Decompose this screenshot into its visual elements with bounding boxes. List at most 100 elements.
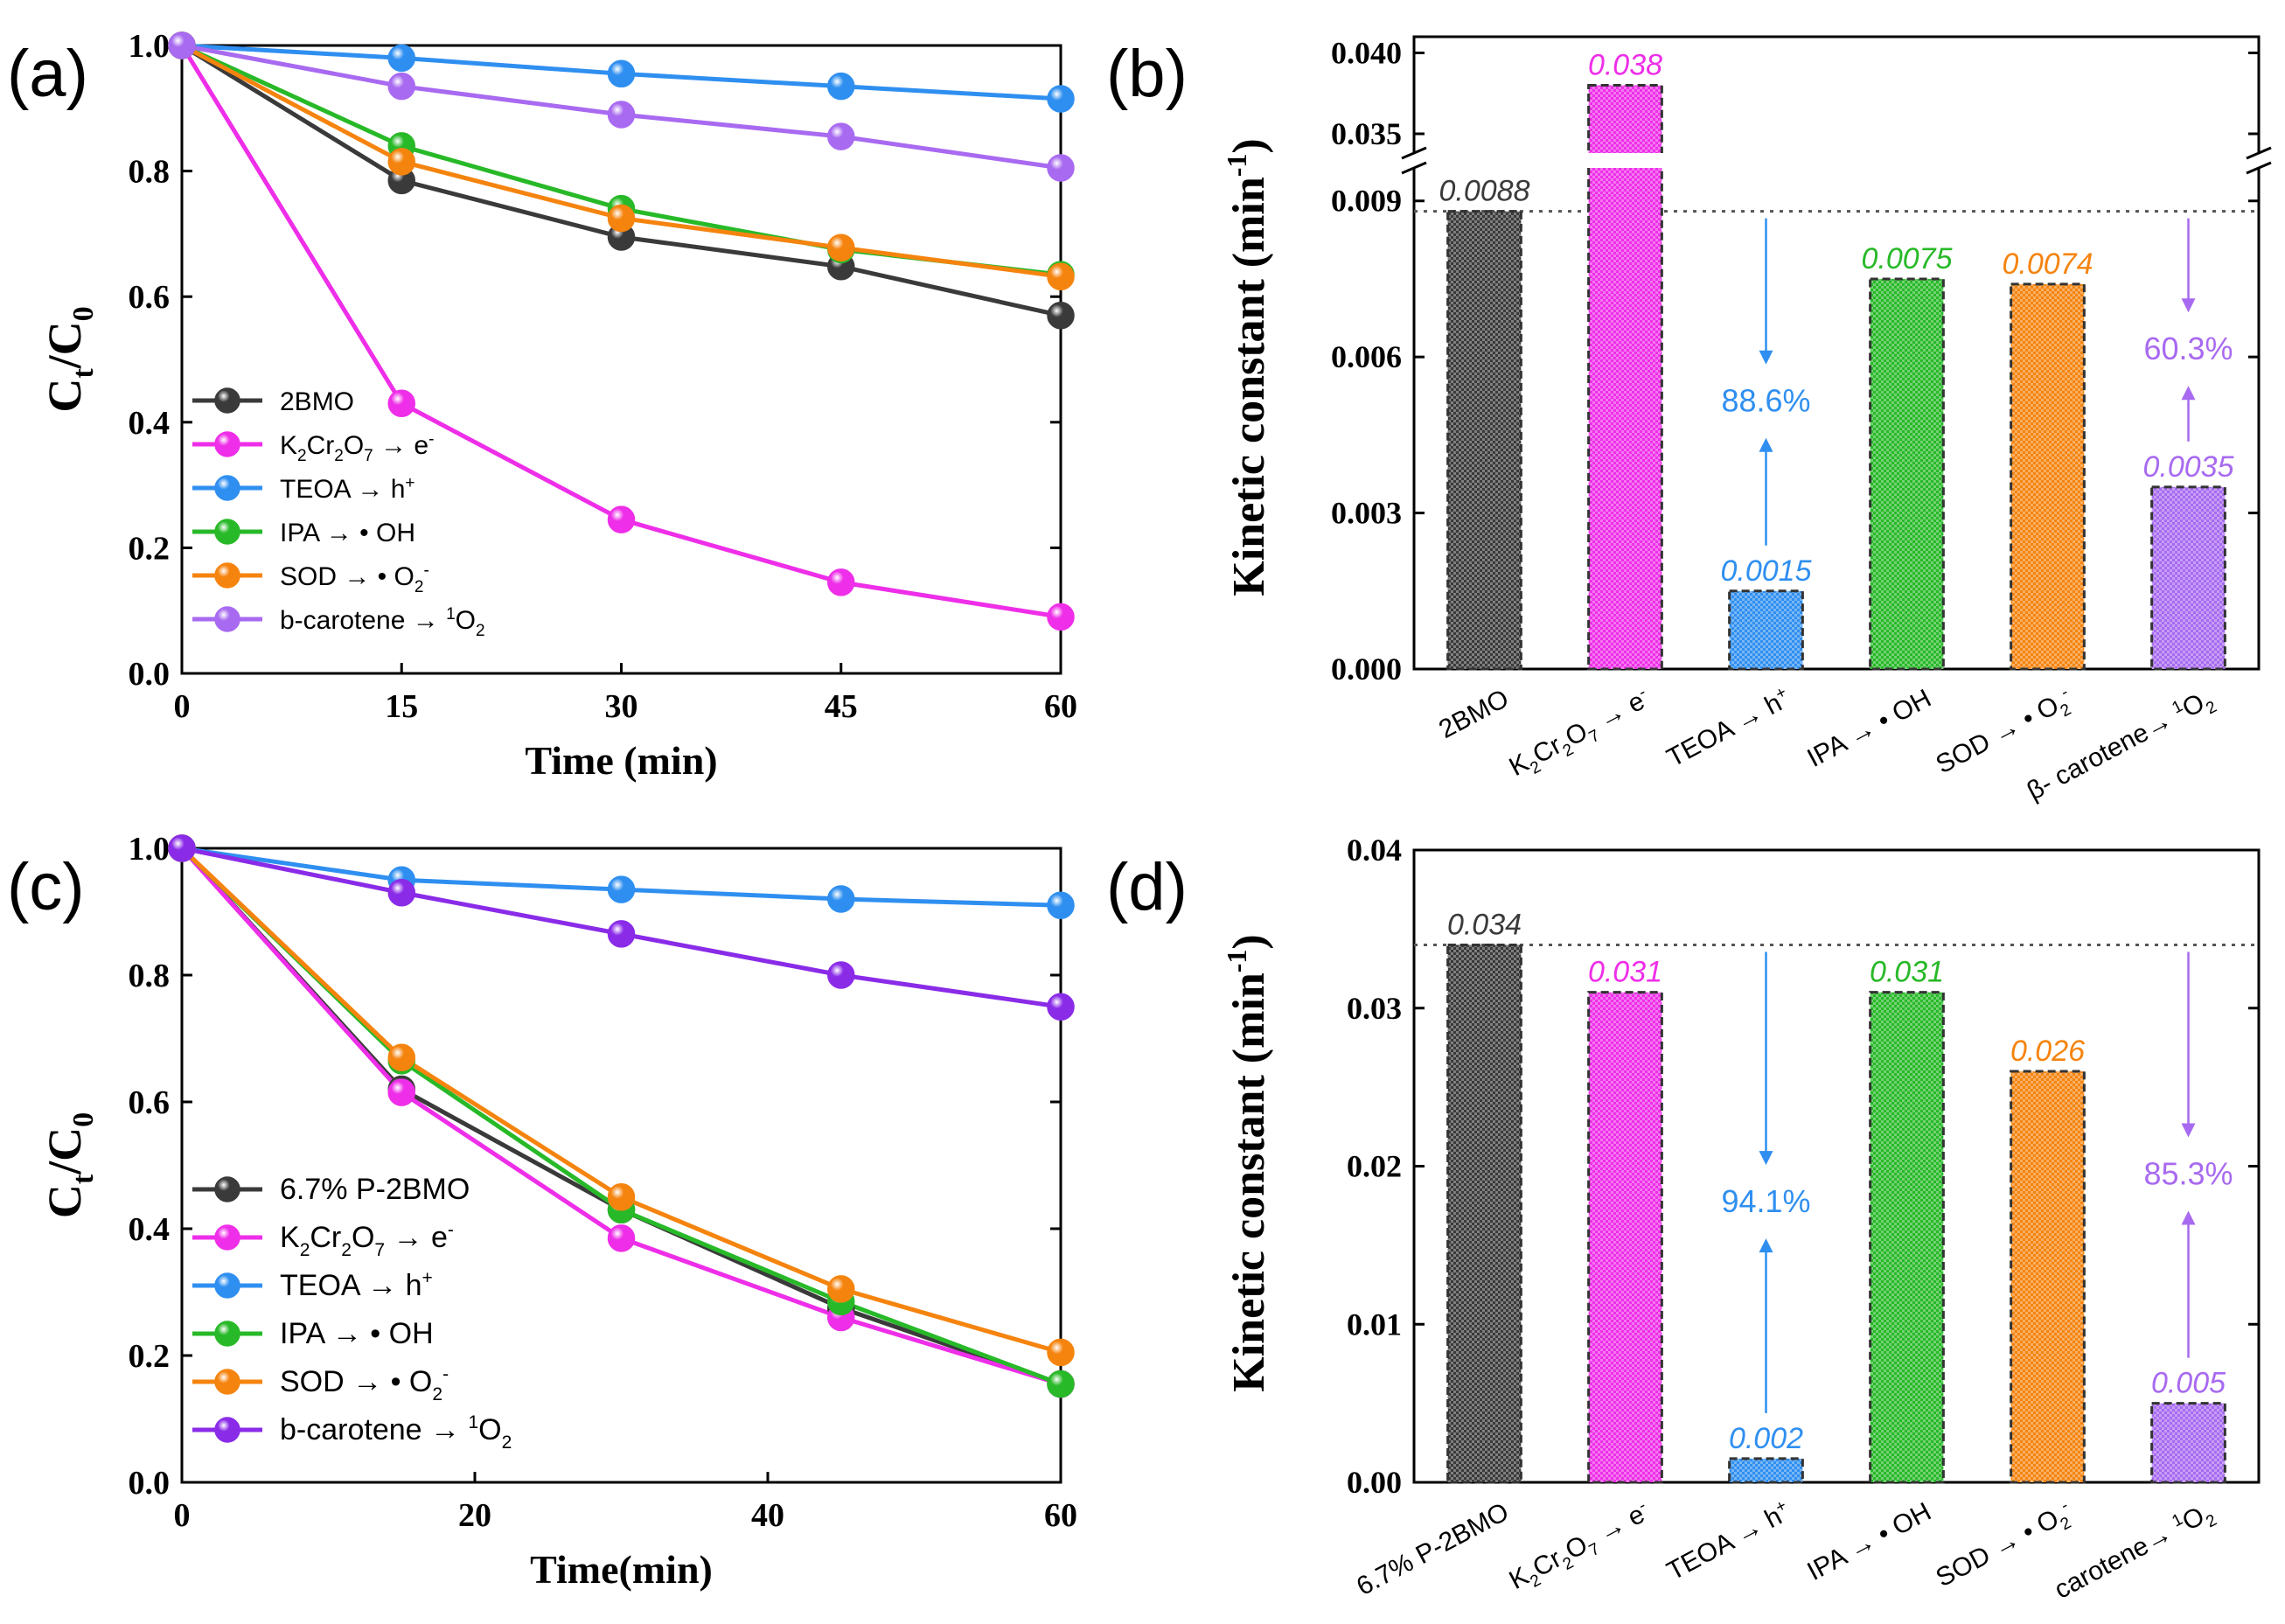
legend-marker (214, 519, 240, 545)
legend-label-part: 2 (334, 447, 344, 465)
y-tick-label: 0.035 (1331, 116, 1402, 151)
legend-label-part: - (448, 1220, 454, 1240)
legend-label-part: K (280, 1221, 300, 1254)
legend-label-part: 6.7% P-2BMO (280, 1173, 470, 1206)
data-point (1047, 1370, 1075, 1398)
annotation-arrowhead (1759, 437, 1773, 452)
bar-value-label: 0.0035 (2143, 450, 2234, 484)
legend-label-part: O (352, 1221, 374, 1254)
category-label: 2BMO (1434, 684, 1514, 744)
legend-label-part: Cr (310, 1221, 341, 1254)
category-label-part: 2BMO (1434, 684, 1514, 744)
x-tick-label: 0 (174, 688, 191, 725)
legend-label-part: 1 (446, 605, 456, 624)
y-tick-label: 0.009 (1331, 184, 1402, 219)
x-tick-label: 30 (605, 688, 638, 725)
plot-frame (1412, 35, 2261, 671)
legend-marker (214, 1321, 240, 1347)
y-tick-label: 0.040 (1331, 36, 1402, 71)
y-tick-label: 0.2 (129, 1338, 171, 1375)
legend-label-part: 2 (476, 622, 485, 640)
bar (1728, 1457, 1804, 1484)
bar (1728, 589, 1804, 671)
bar (1869, 991, 1945, 1484)
data-point (607, 1183, 636, 1211)
y-label-part: Kinetic constant (min (1224, 177, 1274, 596)
legend-label: b-carotene → 1O2 (280, 605, 485, 640)
panel-b-bar-chart: 0.000 0.003 0.006 0.009 0.035 0.040 0.0088 0.03… (1106, 35, 2272, 806)
y-tick-label: 0.6 (129, 279, 171, 316)
bar (1446, 943, 1522, 1484)
legend-label-part: O (344, 431, 364, 460)
data-point (387, 879, 415, 907)
legend-marker (214, 431, 240, 457)
legend-marker (214, 1176, 240, 1202)
annotation-arrowhead (1759, 1151, 1773, 1166)
y-tick-label: 0.006 (1331, 339, 1402, 374)
data-point (607, 920, 636, 948)
x-tick-label: 45 (825, 688, 858, 725)
y-tick-label: 0.04 (1347, 833, 1402, 868)
y-label-part: ) (1224, 138, 1274, 153)
axis-break-gap (2252, 153, 2266, 168)
bar-value-label: 0.0088 (1439, 175, 1530, 208)
legend-label-part: TEOA → h (280, 475, 405, 504)
legend-label-part: b-carotene → (280, 606, 446, 635)
legend-label-part: IPA → • OH (280, 519, 415, 547)
reduction-percent-label: 88.6% (1721, 383, 1810, 419)
y-tick-label: 0.000 (1331, 652, 1402, 687)
category-label: K2Cr2O7 → e- (1504, 1496, 1657, 1600)
bar (1446, 210, 1522, 671)
y-label-part: t (67, 368, 100, 379)
legend-label: K2Cr2O7 → e- (280, 1220, 454, 1260)
legend-label-part: SOD → • O (280, 562, 415, 591)
legend-label-part: - (428, 430, 434, 449)
bar-value-label: 0.005 (2151, 1367, 2226, 1400)
bar-value-label: 0.031 (1870, 956, 1944, 989)
y-label-part: Kinetic constant (min (1224, 972, 1274, 1392)
annotation-arrowhead (1759, 350, 1773, 365)
legend-marker (214, 1369, 240, 1395)
panel-c-line-chart: 0.00.20.40.60.81.00 20 40 60Time(min)Ct/C0(… (7, 831, 1077, 1592)
data-point (827, 122, 855, 150)
x-tick-label: 60 (1044, 688, 1077, 725)
reduction-percent-label: 94.1% (1721, 1183, 1810, 1219)
annotation-arrowhead (2181, 386, 2196, 401)
legend-label: TEOA → h+ (280, 1268, 433, 1302)
data-point (168, 834, 196, 862)
y-tick-label: 1.0 (129, 28, 171, 65)
category-label-part: - (2058, 1496, 2071, 1516)
legend-label-part: 2 (300, 1240, 310, 1260)
y-tick-label: 0.8 (129, 958, 171, 994)
data-point (1047, 603, 1075, 631)
bar-value-label: 0.031 (1588, 956, 1662, 989)
annotation-arrowhead (2181, 1210, 2196, 1225)
x-axis-label: Time (min) (525, 738, 717, 783)
data-point (1047, 262, 1075, 290)
bar-value-label: 0.0075 (1862, 242, 1953, 275)
bar (2150, 1402, 2226, 1484)
data-point (827, 233, 855, 261)
y-tick-label: 0.0 (129, 1465, 171, 1502)
panel-label: (b) (1106, 37, 1188, 111)
legend-label-part: 7 (364, 447, 373, 465)
legend-marker (214, 1272, 240, 1299)
y-label-part: -1 (1221, 950, 1252, 973)
category-label-part: TEOA → h (1662, 688, 1787, 772)
legend-marker (214, 387, 240, 414)
legend-label: 6.7% P-2BMO (280, 1173, 470, 1206)
bar (1869, 277, 1945, 671)
y-tick-label: 0.4 (129, 1211, 171, 1248)
annotation-arrowhead (2181, 1123, 2196, 1138)
y-tick-label: 0.00 (1347, 1465, 1402, 1500)
data-point (607, 101, 636, 129)
x-tick-label: 40 (751, 1497, 784, 1534)
legend-label: K2Cr2O7 → e- (280, 430, 434, 465)
legend-label-part: 2 (341, 1240, 352, 1260)
bar-break-gap (1585, 153, 1666, 168)
data-point (827, 961, 855, 989)
bar-value-label: 0.038 (1588, 49, 1662, 82)
legend-label-part: IPA → • OH (280, 1317, 434, 1350)
category-label: IPA → • OH (1802, 684, 1935, 773)
